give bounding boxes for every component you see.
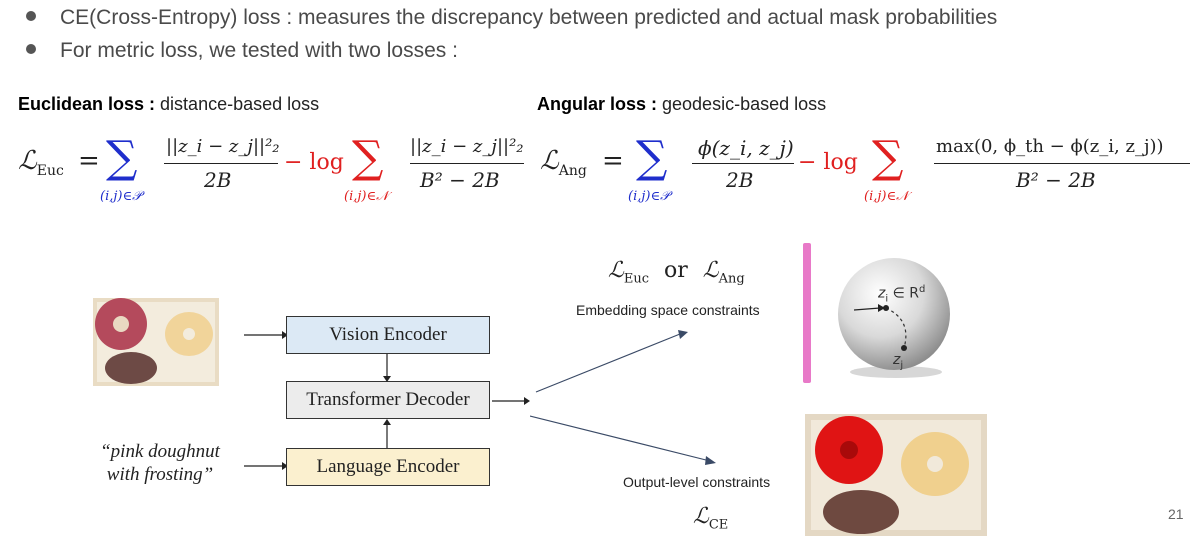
transformer-decoder-box: Transformer Decoder: [286, 381, 490, 419]
output-constraints-label: Output-level constraints: [623, 474, 771, 490]
doughnut-image-input: [93, 298, 219, 386]
doughnut-image-output: [805, 414, 987, 536]
euc-frac-line-2: [410, 163, 524, 164]
bullet-dot: [26, 44, 36, 55]
euc-neg-set: (i,j)∈𝒩: [344, 189, 389, 204]
constraint-arrows: [530, 330, 716, 465]
embedding-constraints-label: Embedding space constraints: [576, 302, 760, 318]
language-encoder-label: Language Encoder: [316, 456, 460, 477]
sphere-zi-z: z: [878, 285, 886, 302]
angular-formula: ℒAng = ∑ (i,j)∈𝒫 ϕ(z_i, z_j) 2B − log ∑ …: [540, 126, 1195, 216]
ce-loss-label: ℒCE: [693, 504, 728, 532]
euc-neg-numerator: ||z_i − z_j||²₂: [410, 136, 524, 157]
ang-neg-numerator: max(0, ϕ_th − ϕ(z_i, z_j)): [936, 136, 1164, 157]
sphere-zj-z: z: [893, 352, 901, 368]
arrow-decoder-out: [492, 397, 530, 405]
ang-frac-line-2: [934, 163, 1190, 164]
euclidean-heading: Euclidean loss : distance-based loss: [18, 94, 319, 115]
arrow-text-to-language: [244, 462, 288, 470]
embedding-sphere: [838, 258, 950, 378]
euc-lhs-sub: Euc: [36, 163, 64, 180]
euclidean-name: Euclidean loss :: [18, 94, 156, 114]
arrow-language-to-decoder: [383, 419, 391, 448]
ce-loss-sub: CE: [708, 517, 729, 533]
ang-frac-line-1: [692, 163, 794, 164]
euc-frac-line-1: [164, 163, 278, 164]
euc-pos-set: (i,j)∈𝒫: [100, 189, 142, 204]
ang-lhs-sub: Ang: [558, 163, 587, 180]
euclidean-desc: distance-based loss: [155, 94, 320, 114]
angular-desc: geodesic-based loss: [657, 94, 827, 114]
query-line-2: with frosting”: [106, 464, 214, 485]
sphere-zi-rest: ∈ R: [888, 285, 919, 302]
transformer-decoder-label: Transformer Decoder: [306, 389, 470, 410]
euc-sum-neg: ∑: [352, 132, 384, 183]
bullet-dot: [26, 11, 36, 22]
angular-name: Angular loss :: [537, 94, 658, 114]
ce-loss-symbol: ℒ: [693, 504, 709, 529]
ang-neg-set: (i,j)∈𝒩: [864, 189, 909, 204]
euc-den1: 2B: [204, 168, 232, 192]
arrow-image-to-vision: [244, 331, 288, 339]
loss-choice-symbol-1: ℒ: [608, 258, 624, 283]
euclidean-formula: ℒEuc = ∑ (i,j)∈𝒫 ||z_i − z_j||²₂ 2B − lo…: [18, 126, 530, 216]
ang-den2: B² − 2B: [1016, 168, 1096, 192]
ang-pos-numerator: ϕ(z_i, z_j): [698, 136, 794, 160]
bullet-text: CE(Cross-Entropy) loss : measures the di…: [60, 6, 998, 29]
euc-den2: B² − 2B: [420, 168, 500, 192]
sphere-zj-label: zj: [893, 352, 903, 371]
bullet-metric: For metric loss, we tested with two loss…: [26, 39, 458, 63]
ang-minus-log: − log: [798, 150, 858, 175]
language-encoder-box: Language Encoder: [286, 448, 490, 486]
loss-choice-sub-1: Euc: [623, 271, 650, 287]
loss-choice-symbol-2: ℒ: [702, 258, 719, 283]
euc-minus-log: − log: [284, 150, 344, 175]
ang-sum-neg: ∑: [872, 132, 904, 183]
loss-choice: ℒEuc or ℒAng: [608, 258, 745, 286]
euc-pos-numerator: ||z_i − z_j||²₂: [166, 136, 280, 157]
loss-choice-sub-2: Ang: [718, 271, 745, 287]
arrow-vision-to-decoder: [383, 354, 391, 382]
vision-encoder-box: Vision Encoder: [286, 316, 490, 354]
sphere-zi-label: zi ∈ Rd: [878, 284, 925, 304]
sphere-zi-sub: i: [885, 293, 889, 305]
euc-lhs-symbol: ℒ: [18, 146, 37, 176]
bullet-ce: CE(Cross-Entropy) loss : measures the di…: [26, 6, 997, 30]
embedding-plane: [803, 243, 811, 383]
ang-den1: 2B: [726, 168, 754, 192]
loss-choice-or: or: [664, 258, 688, 283]
angular-heading: Angular loss : geodesic-based loss: [537, 94, 826, 115]
ang-equals: =: [602, 146, 624, 176]
bullet-text: For metric loss, we tested with two loss…: [60, 39, 458, 62]
text-query: “pink doughnut with frosting”: [60, 440, 260, 486]
ang-lhs-symbol: ℒ: [540, 146, 559, 176]
vision-encoder-label: Vision Encoder: [329, 324, 447, 345]
page-number: 21: [1168, 506, 1184, 522]
ang-sum-pos: ∑: [636, 132, 668, 183]
euc-sum-pos: ∑: [106, 132, 138, 183]
euc-equals: =: [78, 146, 100, 176]
euc-lhs: ℒEuc: [18, 146, 64, 179]
sphere-zi-sup: d: [918, 284, 926, 295]
query-line-1: “pink doughnut: [100, 441, 220, 462]
ang-lhs: ℒAng: [540, 146, 587, 179]
sphere-zj-sub: j: [900, 359, 904, 371]
ang-pos-set: (i,j)∈𝒫: [628, 189, 670, 204]
